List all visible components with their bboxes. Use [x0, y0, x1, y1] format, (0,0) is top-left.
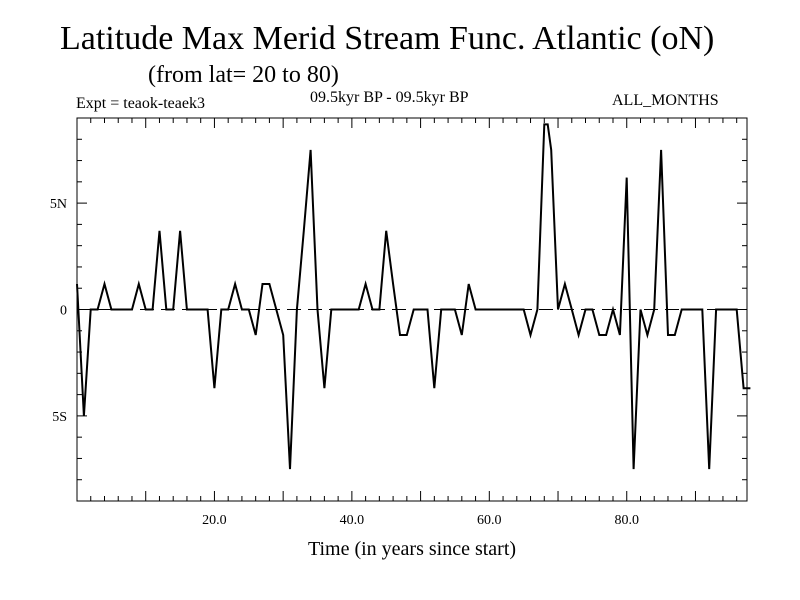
chart-subtitle: (from lat= 20 to 80)	[148, 62, 339, 88]
y-tick-label: 5S	[52, 410, 67, 425]
y-tick-label: 5N	[50, 197, 67, 212]
series-line	[76, 123, 751, 470]
x-tick-label: 60.0	[477, 513, 502, 528]
chart-title: Latitude Max Merid Stream Func. Atlantic…	[60, 20, 715, 57]
x-tick-label: 80.0	[614, 513, 639, 528]
x-tick-labels: 20.0 40.0 60.0 80.0	[202, 513, 639, 528]
months-label: ALL_MONTHS	[612, 92, 719, 109]
period-label: 09.5kyr BP - 09.5kyr BP	[310, 89, 469, 106]
y-tick-labels: 5N 0 5S	[50, 197, 67, 425]
x-tick-label: 20.0	[202, 513, 227, 528]
x-axis-title: Time (in years since start)	[308, 538, 516, 560]
y-tick-label: 0	[60, 304, 67, 319]
experiment-label: Expt = teaok-teaek3	[76, 95, 205, 112]
x-tick-label: 40.0	[340, 513, 365, 528]
